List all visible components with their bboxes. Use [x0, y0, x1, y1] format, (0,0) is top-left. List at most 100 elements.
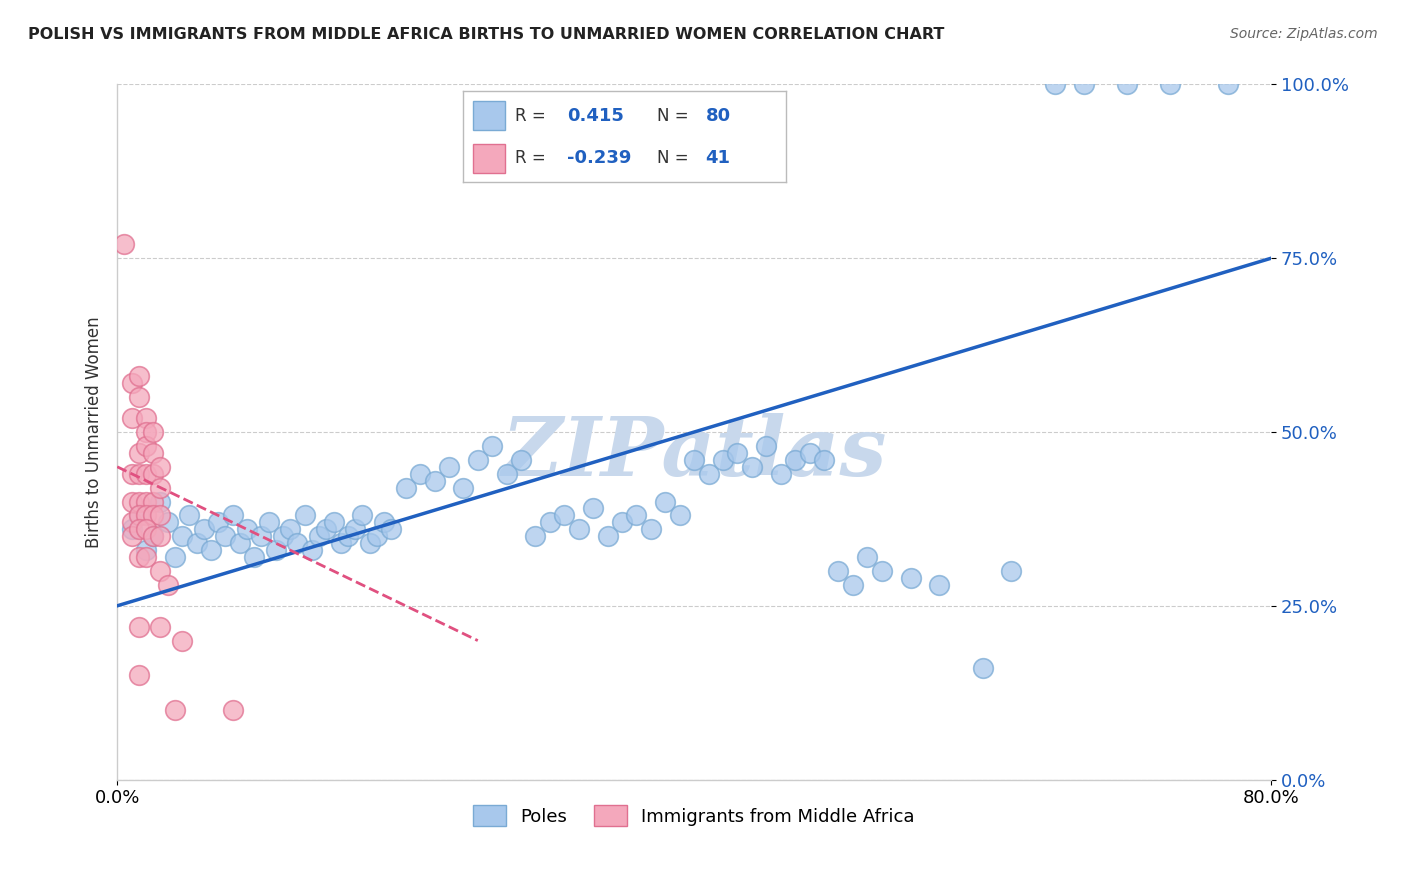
Point: [128, 494, 150, 508]
Point: [128, 467, 150, 481]
Point: [250, 529, 273, 543]
Point: [813, 453, 835, 467]
Point: [856, 550, 879, 565]
Point: [366, 529, 388, 543]
Point: [1043, 78, 1066, 92]
Point: [725, 446, 748, 460]
Point: [128, 508, 150, 523]
Point: [149, 529, 172, 543]
Point: [467, 453, 489, 467]
Point: [769, 467, 792, 481]
Point: [243, 550, 266, 565]
Point: [193, 522, 215, 536]
Point: [149, 481, 172, 495]
Point: [221, 508, 243, 523]
Point: [308, 529, 330, 543]
Point: [697, 467, 720, 481]
Point: [128, 369, 150, 384]
Point: [264, 543, 287, 558]
Point: [112, 237, 135, 252]
Point: [121, 529, 143, 543]
Point: [135, 467, 157, 481]
Point: [481, 439, 503, 453]
Point: [135, 550, 157, 565]
Point: [510, 453, 533, 467]
Point: [128, 390, 150, 404]
Point: [315, 522, 337, 536]
Point: [610, 516, 633, 530]
Point: [668, 508, 690, 523]
Point: [755, 439, 778, 453]
Point: [373, 516, 395, 530]
Point: [121, 516, 143, 530]
Legend: Poles, Immigrants from Middle Africa: Poles, Immigrants from Middle Africa: [467, 797, 922, 833]
Point: [380, 522, 402, 536]
Point: [626, 508, 648, 523]
Point: [336, 529, 359, 543]
Point: [553, 508, 575, 523]
Point: [1000, 564, 1022, 578]
Point: [121, 411, 143, 425]
Point: [207, 516, 229, 530]
Point: [654, 494, 676, 508]
Point: [711, 453, 734, 467]
Point: [236, 522, 259, 536]
Point: [128, 550, 150, 565]
Point: [842, 578, 865, 592]
Point: [1073, 78, 1095, 92]
Point: [121, 522, 143, 536]
Point: [149, 459, 172, 474]
Point: [437, 459, 460, 474]
Point: [524, 529, 547, 543]
Point: [128, 522, 150, 536]
Point: [142, 508, 165, 523]
Point: [149, 620, 172, 634]
Point: [409, 467, 432, 481]
Point: [329, 536, 352, 550]
Point: [142, 494, 165, 508]
Point: [271, 529, 294, 543]
Point: [257, 516, 280, 530]
Point: [163, 550, 186, 565]
Point: [142, 425, 165, 439]
Point: [294, 508, 316, 523]
Point: [538, 516, 561, 530]
Point: [135, 425, 157, 439]
Point: [156, 516, 179, 530]
Point: [128, 620, 150, 634]
Point: [453, 481, 475, 495]
Point: [135, 543, 157, 558]
Point: [142, 529, 165, 543]
Point: [359, 536, 381, 550]
Point: [142, 529, 165, 543]
Point: [785, 453, 807, 467]
Text: ZIPatlas: ZIPatlas: [502, 413, 887, 493]
Point: [1159, 78, 1181, 92]
Point: [344, 522, 367, 536]
Point: [423, 474, 446, 488]
Point: [278, 522, 301, 536]
Point: [149, 564, 172, 578]
Point: [301, 543, 323, 558]
Point: [741, 459, 763, 474]
Point: [200, 543, 222, 558]
Point: [142, 467, 165, 481]
Text: POLISH VS IMMIGRANTS FROM MIDDLE AFRICA BIRTHS TO UNMARRIED WOMEN CORRELATION CH: POLISH VS IMMIGRANTS FROM MIDDLE AFRICA …: [28, 27, 945, 42]
Point: [1115, 78, 1137, 92]
Point: [395, 481, 418, 495]
Point: [972, 661, 994, 675]
Point: [135, 508, 157, 523]
Point: [640, 522, 662, 536]
Point: [156, 578, 179, 592]
Point: [135, 411, 157, 425]
Point: [214, 529, 236, 543]
Point: [128, 668, 150, 682]
Point: [900, 571, 922, 585]
Point: [827, 564, 849, 578]
Point: [163, 703, 186, 717]
Point: [229, 536, 252, 550]
Point: [121, 467, 143, 481]
Point: [186, 536, 208, 550]
Point: [582, 501, 605, 516]
Point: [149, 494, 172, 508]
